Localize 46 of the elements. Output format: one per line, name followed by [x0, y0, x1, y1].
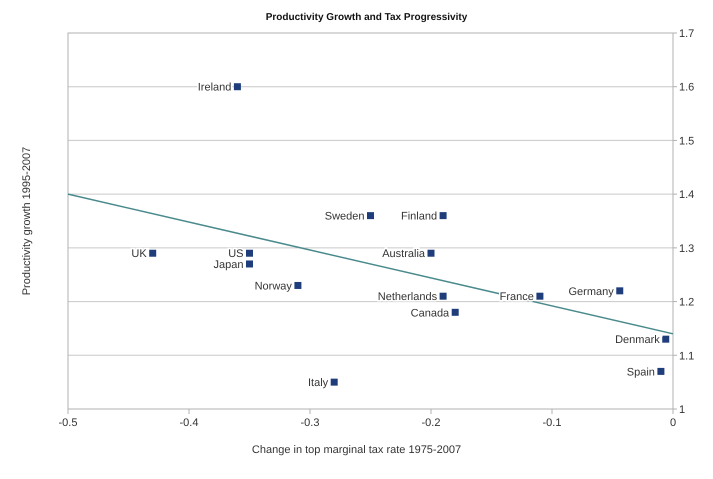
point [330, 378, 338, 386]
annotation: Ireland [198, 82, 232, 94]
annotation: US [228, 248, 244, 260]
annotation: Germany [568, 286, 614, 298]
point [440, 292, 447, 300]
x-tick-label: -0.3 [300, 417, 320, 429]
x-axis-title: Change in top marginal tax rate 1975-2007 [252, 444, 462, 456]
point [246, 260, 253, 268]
point [367, 212, 374, 220]
chart-title: Productivity Growth and Tax Progressivity [266, 12, 468, 23]
x-tick-label: 0 [670, 417, 676, 429]
annotation: UK [131, 248, 148, 260]
point [234, 83, 241, 90]
point [657, 368, 664, 375]
point [149, 250, 156, 257]
y-axis-title: Productivity growth 1995-2007 [21, 146, 33, 296]
point [294, 282, 302, 289]
annotation: Sweden [324, 210, 364, 223]
y-tick-label: 1.4 [679, 189, 694, 202]
annotation: Norway [254, 280, 292, 292]
annotation: Canada [410, 307, 450, 320]
x-tick-label: -0.5 [58, 417, 78, 429]
y-tick-label: 1.7 [679, 28, 694, 40]
y-tick-label: 1.6 [679, 82, 694, 94]
x-tick-label: -0.4 [180, 417, 198, 429]
y-tick-label: 1.1 [679, 350, 694, 362]
y-tick-label: 1 [679, 404, 686, 416]
annotation: Japan [214, 258, 244, 271]
y-tick-label: 1.3 [679, 242, 694, 255]
y-tick-label: 1.5 [679, 135, 694, 148]
point [452, 308, 459, 316]
x-tick-label: -0.2 [422, 417, 440, 429]
point [246, 250, 253, 257]
point [616, 287, 624, 294]
annotation: Denmark [615, 334, 660, 346]
annotation: Finland [401, 210, 438, 223]
annotation: Spain [626, 366, 655, 378]
annotation: Italy [308, 377, 329, 390]
annotation: Netherlands [378, 291, 438, 304]
point [662, 336, 670, 343]
x-tick-label: -0.1 [542, 417, 562, 429]
point [536, 292, 544, 300]
annotation: Australia [382, 248, 426, 260]
y-tick-label: 1.2 [679, 296, 694, 309]
point [428, 250, 434, 257]
point [440, 212, 447, 220]
